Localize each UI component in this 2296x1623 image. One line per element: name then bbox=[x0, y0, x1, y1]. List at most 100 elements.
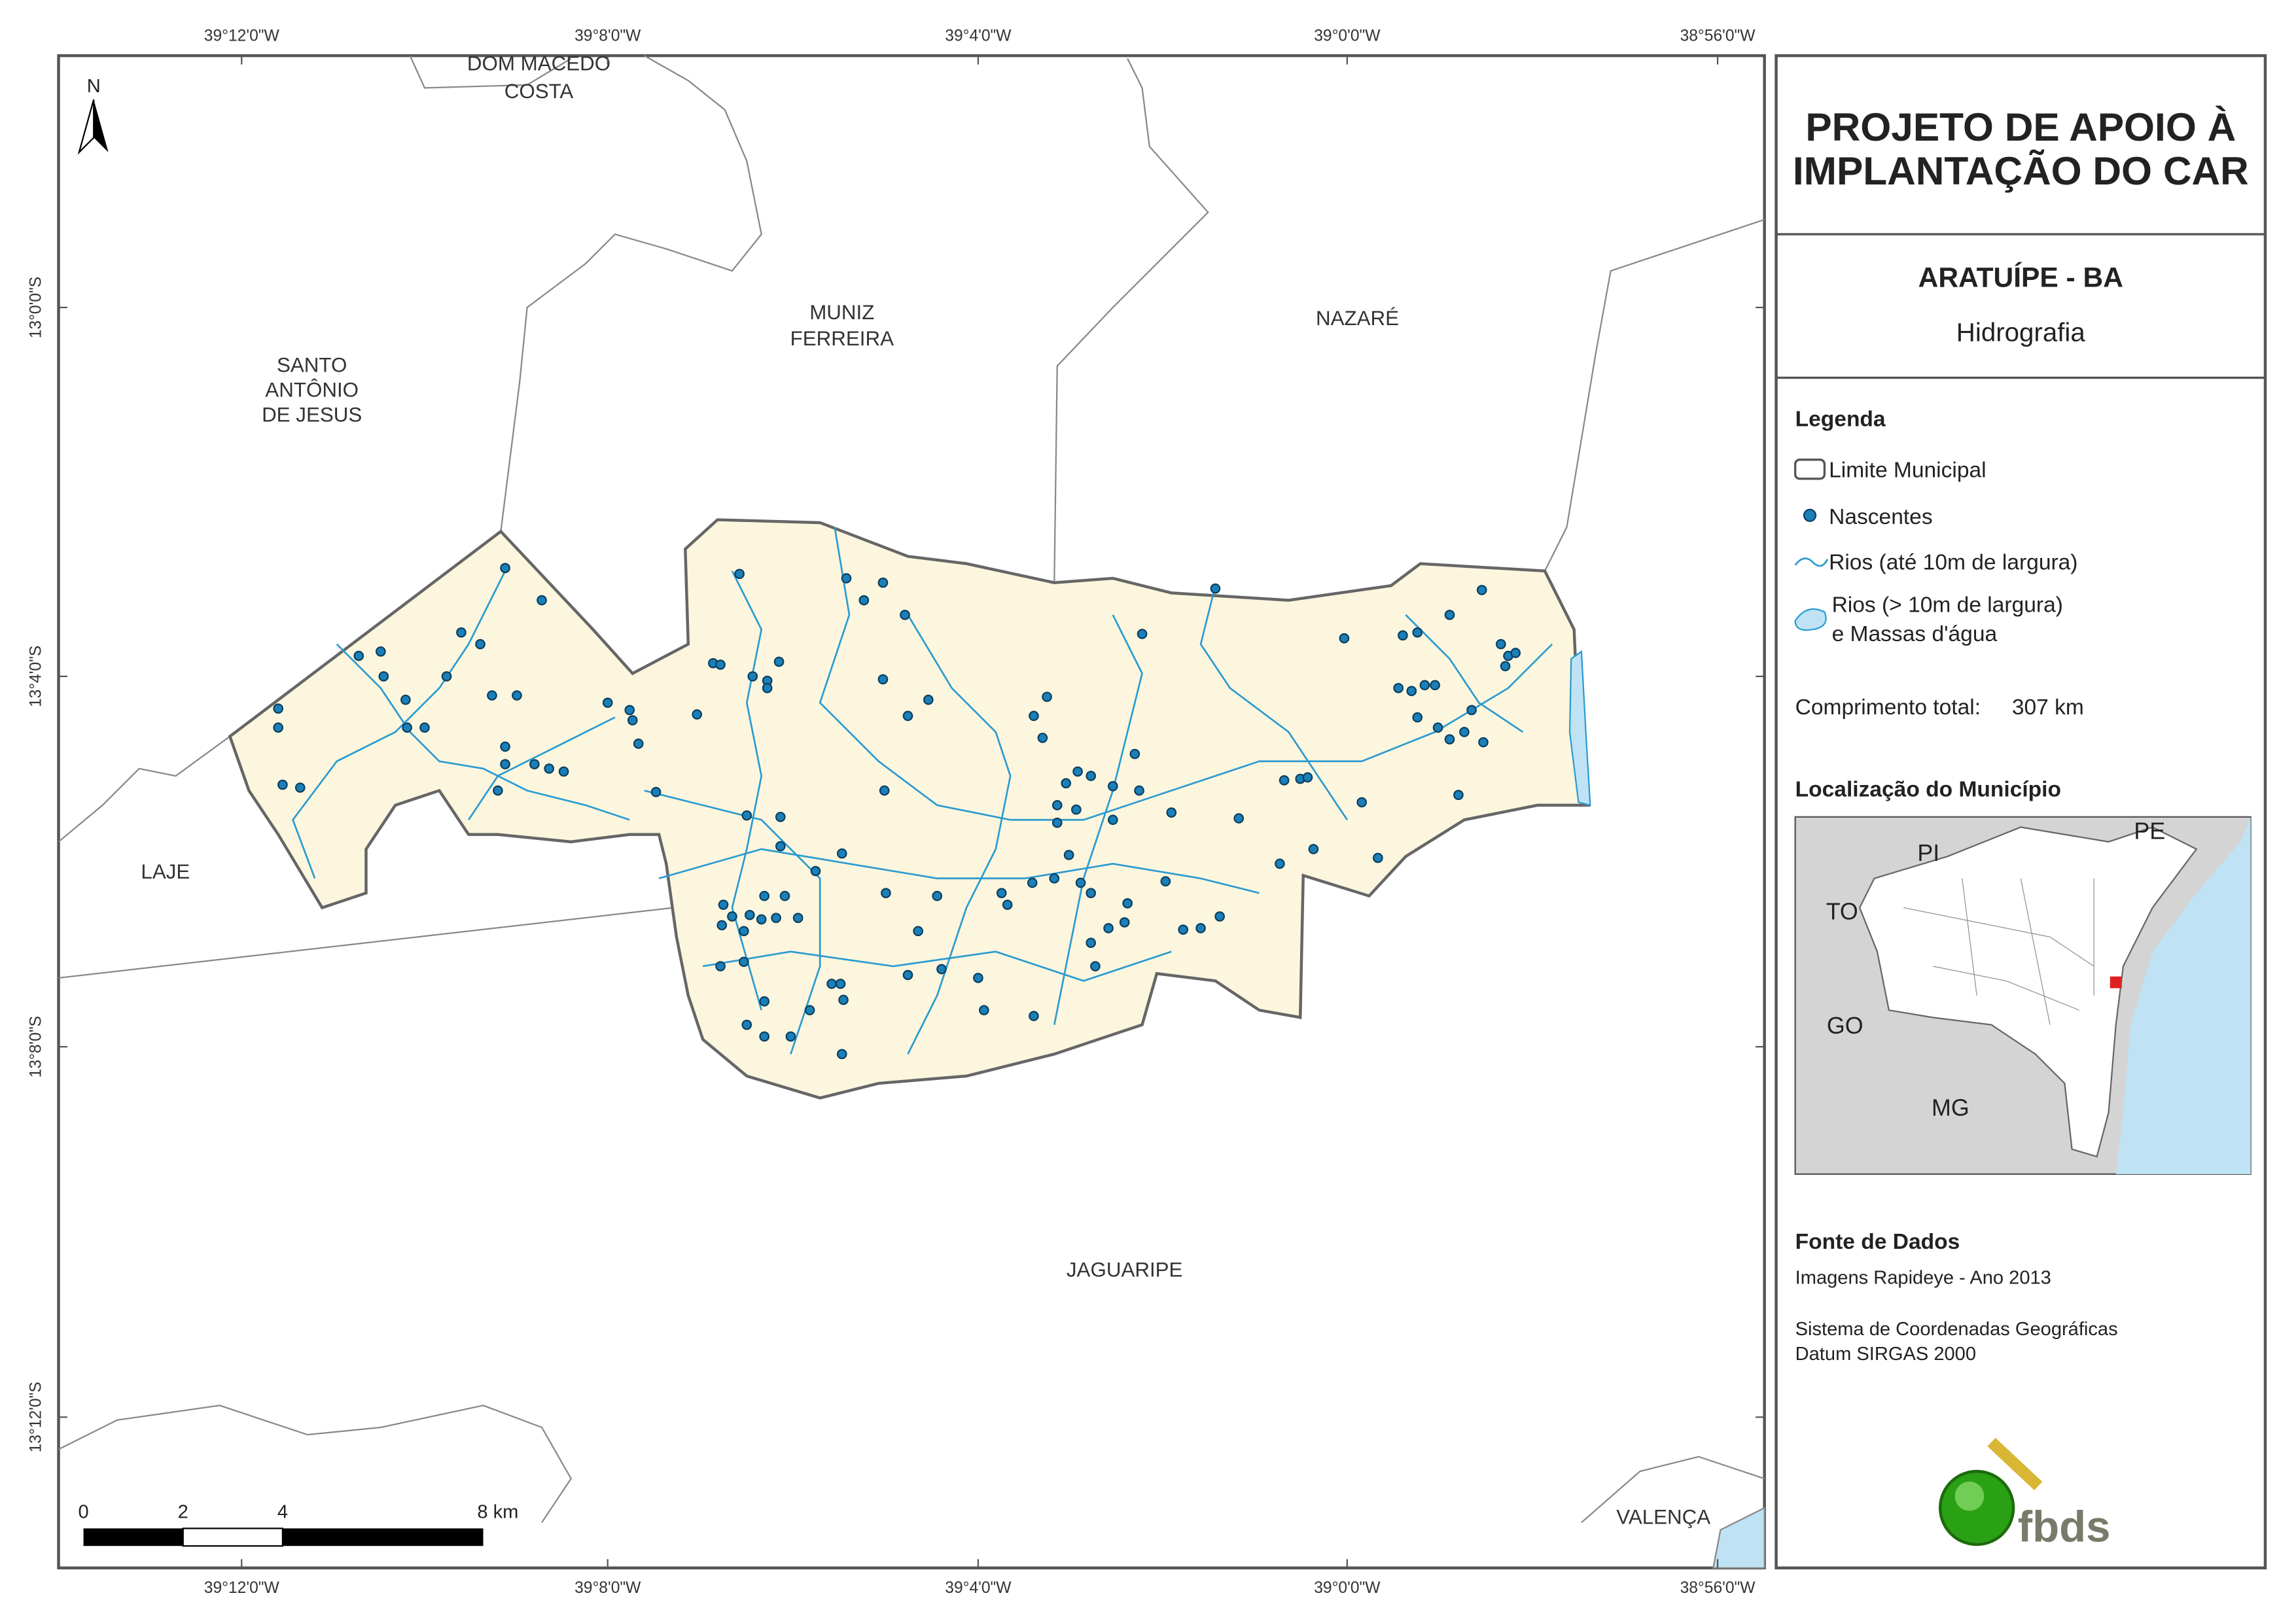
spring bbox=[544, 763, 555, 774]
scale-segment bbox=[83, 1528, 183, 1546]
spring bbox=[1029, 710, 1039, 722]
spring bbox=[775, 841, 786, 852]
source-line: Sistema de Coordenadas Geográficas bbox=[1795, 1319, 2118, 1340]
ocean bbox=[2115, 816, 2251, 1174]
longitude-label: 39°8'0"W bbox=[574, 1579, 641, 1597]
location-title: Localização do Município bbox=[1795, 777, 2061, 801]
spring bbox=[923, 694, 934, 705]
spring bbox=[1412, 627, 1423, 638]
spring bbox=[932, 890, 943, 901]
logo-bar bbox=[1987, 1437, 2043, 1491]
springs bbox=[273, 563, 1521, 1060]
spring bbox=[602, 697, 613, 708]
latitude-label: 13°4'0"S bbox=[27, 646, 45, 707]
source-line: Imagens Rapideye - Ano 2013 bbox=[1795, 1268, 2051, 1289]
spring bbox=[835, 979, 846, 989]
spring bbox=[741, 1019, 752, 1030]
municipality-label: DOM MACEDO bbox=[467, 52, 610, 75]
legend-symbol bbox=[1794, 557, 1829, 567]
boundary bbox=[409, 55, 762, 532]
spring bbox=[487, 690, 497, 701]
spring bbox=[996, 888, 1007, 898]
longitude-label: 38°56'0"W bbox=[1680, 27, 1756, 45]
boundary bbox=[58, 735, 674, 979]
municipality-label: DE JESUS bbox=[262, 404, 362, 427]
river bbox=[702, 951, 1172, 982]
longitude-label: 39°4'0"W bbox=[945, 27, 1012, 45]
scale-bar: 0 2 4 8 km bbox=[78, 1502, 518, 1547]
spring bbox=[1107, 780, 1118, 792]
spring bbox=[1466, 705, 1477, 716]
spring bbox=[1075, 877, 1086, 888]
spring bbox=[1308, 844, 1319, 854]
location-marker bbox=[2110, 976, 2122, 988]
inset-boundaries bbox=[1903, 878, 2094, 1025]
latitude-label: 13°12'0"S bbox=[27, 1382, 45, 1452]
municipality-label: SANTO bbox=[277, 353, 347, 376]
longitude-label: 39°12'0"W bbox=[204, 27, 280, 45]
spring bbox=[759, 1031, 770, 1042]
length-label: Comprimento total: bbox=[1795, 695, 1981, 720]
legend-item: Nascentes bbox=[1829, 505, 1933, 529]
spring bbox=[877, 674, 889, 685]
spring bbox=[1495, 638, 1506, 650]
spring bbox=[841, 573, 852, 584]
coordinates: 39°12'0"W 39°12'0"W 39°8'0"W 39°8'0"W 39°4'0… bbox=[27, 27, 1765, 1597]
spring bbox=[826, 979, 837, 989]
longitude-label: 39°0'0"W bbox=[1314, 27, 1381, 45]
spring bbox=[1275, 858, 1285, 869]
spring bbox=[1107, 814, 1118, 826]
scale-segment bbox=[182, 1527, 284, 1547]
municipality-label: NAZARÉ bbox=[1316, 307, 1399, 330]
spring bbox=[1419, 680, 1430, 691]
sources-title: Fonte de Dados bbox=[1795, 1230, 1960, 1254]
spring bbox=[902, 969, 913, 981]
spring bbox=[400, 694, 411, 705]
legend-title: Legenda bbox=[1795, 407, 1886, 431]
source-line: Datum SIRGAS 2000 bbox=[1795, 1344, 1976, 1365]
river bbox=[731, 570, 763, 1011]
spring bbox=[1356, 797, 1368, 808]
spring bbox=[1071, 804, 1082, 815]
spring bbox=[1398, 630, 1408, 641]
legend-item: Limite Municipal bbox=[1829, 459, 1987, 483]
longitude-label: 39°4'0"W bbox=[945, 1579, 1012, 1597]
spring bbox=[1510, 648, 1521, 658]
spring bbox=[771, 913, 781, 924]
municipality-label: ANTÔNIO bbox=[265, 379, 359, 402]
legend-item: Rios (> 10m de largura) bbox=[1832, 593, 2063, 617]
logo-text: fbds bbox=[2018, 1503, 2111, 1552]
longitude-label: 39°0'0"W bbox=[1314, 1579, 1381, 1597]
spring bbox=[773, 656, 785, 667]
scale-label: 8 km bbox=[477, 1502, 518, 1523]
spring bbox=[718, 899, 729, 910]
spring bbox=[715, 659, 726, 670]
spring bbox=[759, 890, 770, 901]
spring bbox=[1037, 733, 1048, 743]
spring bbox=[1444, 610, 1455, 620]
logo-highlight bbox=[1954, 1481, 1985, 1511]
municipality-label: JAGUARIPE bbox=[1067, 1258, 1183, 1281]
spring bbox=[1129, 748, 1140, 759]
boundary bbox=[1053, 58, 1209, 583]
spring bbox=[734, 568, 745, 580]
spring bbox=[529, 759, 540, 770]
scale-segment bbox=[282, 1528, 484, 1546]
municipality-label: MUNIZ bbox=[809, 301, 874, 324]
spring bbox=[1090, 961, 1101, 971]
spring bbox=[775, 811, 786, 822]
spring bbox=[1103, 923, 1114, 934]
spring bbox=[1051, 800, 1063, 811]
spring bbox=[1279, 775, 1290, 786]
longitude-label: 39°12'0"W bbox=[204, 1579, 280, 1597]
spring bbox=[1453, 790, 1464, 801]
river bbox=[336, 643, 630, 821]
spring bbox=[858, 595, 870, 606]
spring bbox=[810, 865, 821, 877]
spring bbox=[692, 709, 703, 720]
spring bbox=[739, 926, 749, 937]
spring bbox=[1210, 583, 1221, 594]
spring bbox=[792, 913, 804, 924]
spring bbox=[1061, 778, 1072, 789]
